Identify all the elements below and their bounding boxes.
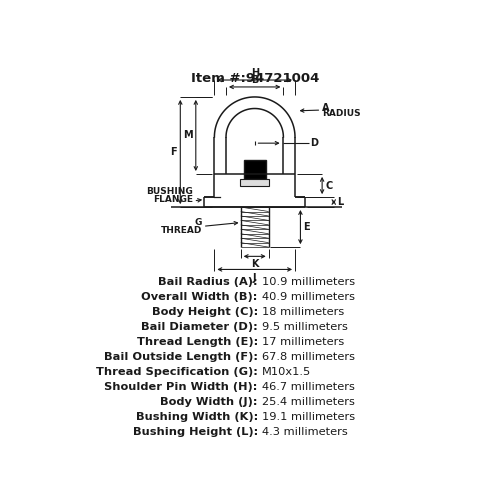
Text: FLANGE: FLANGE	[152, 195, 192, 204]
Text: M10x1.5: M10x1.5	[262, 367, 311, 377]
Text: Body Width (J):: Body Width (J):	[160, 398, 258, 407]
Text: 67.8 millimeters: 67.8 millimeters	[262, 352, 354, 362]
Text: B: B	[251, 74, 258, 85]
Text: K: K	[251, 260, 258, 270]
Text: THREAD: THREAD	[160, 226, 202, 234]
Text: BUSHING: BUSHING	[146, 186, 192, 196]
Text: RADIUS: RADIUS	[322, 110, 361, 118]
Text: H: H	[250, 68, 259, 78]
Text: 9.5 millimeters: 9.5 millimeters	[262, 322, 348, 332]
Text: D: D	[310, 138, 318, 148]
Text: G: G	[194, 218, 202, 227]
Text: E: E	[303, 222, 310, 232]
Text: Thread Length (E):: Thread Length (E):	[136, 337, 258, 347]
Text: M: M	[183, 130, 192, 140]
Text: 10.9 millimeters: 10.9 millimeters	[262, 277, 355, 287]
Text: 19.1 millimeters: 19.1 millimeters	[262, 412, 355, 422]
Text: Bushing Width (K):: Bushing Width (K):	[136, 412, 258, 422]
Text: 25.4 millimeters: 25.4 millimeters	[262, 398, 354, 407]
Text: 46.7 millimeters: 46.7 millimeters	[262, 382, 354, 392]
Text: 4.3 millimeters: 4.3 millimeters	[262, 428, 348, 438]
Bar	[244, 160, 266, 180]
Text: Overall Width (B):: Overall Width (B):	[142, 292, 258, 302]
Text: F: F	[170, 147, 176, 157]
Text: Bail Radius (A):: Bail Radius (A):	[158, 277, 258, 287]
Text: 40.9 millimeters: 40.9 millimeters	[262, 292, 354, 302]
Text: Bail Diameter (D):: Bail Diameter (D):	[141, 322, 258, 332]
Text: Bail Outside Length (F):: Bail Outside Length (F):	[104, 352, 258, 362]
Text: Item #:94721004: Item #:94721004	[190, 72, 319, 86]
Text: A: A	[322, 102, 330, 113]
Text: Bushing Height (L):: Bushing Height (L):	[132, 428, 258, 438]
Text: J: J	[253, 272, 256, 282]
Text: L: L	[337, 197, 343, 207]
Text: Shoulder Pin Width (H):: Shoulder Pin Width (H):	[104, 382, 258, 392]
Text: Body Height (C):: Body Height (C):	[152, 307, 258, 317]
Text: C: C	[325, 180, 332, 190]
Text: 18 millimeters: 18 millimeters	[262, 307, 344, 317]
Text: Thread Specification (G):: Thread Specification (G):	[96, 367, 258, 377]
Text: 17 millimeters: 17 millimeters	[262, 337, 344, 347]
Bar	[240, 180, 270, 186]
